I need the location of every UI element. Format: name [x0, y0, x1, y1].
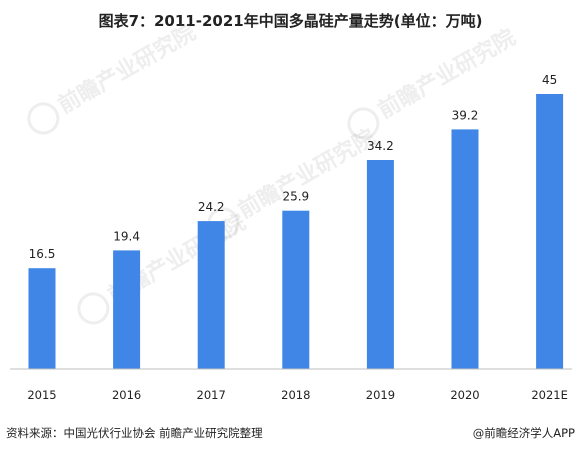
data-label-2021E: 45: [542, 73, 557, 87]
data-label-2015: 16.5: [29, 247, 56, 261]
bar-2018: [282, 210, 310, 369]
chart-title: 图表7：2011-2021年中国多晶硅产量走势(单位：万吨): [98, 12, 483, 30]
brand-credit: @前瞻经济学人APP: [472, 426, 575, 440]
ticks-layer: 2015 2016 2017 2018 2019 2020 2021E: [27, 388, 568, 402]
x-tick-label-2017: 2017: [197, 388, 226, 402]
data-label-2016: 19.4: [113, 229, 140, 243]
x-tick-label-2021E: 2021E: [531, 388, 568, 402]
data-label-2017: 24.2: [198, 200, 225, 214]
x-tick-label-2020: 2020: [450, 388, 479, 402]
bar-2021E: [536, 94, 564, 369]
data-label-2018: 25.9: [282, 190, 309, 204]
x-tick-label-2018: 2018: [281, 388, 310, 402]
x-tick-label-2015: 2015: [27, 388, 56, 402]
bar-2016: [113, 250, 141, 369]
data-label-2019: 34.2: [367, 139, 394, 153]
labels-layer: 16.5 19.4 24.2 25.9 34.2 39.2 45: [29, 73, 558, 261]
bars-layer: [28, 94, 564, 369]
bar-2019: [366, 160, 394, 369]
bar-2017: [197, 221, 225, 369]
data-label-2020: 39.2: [452, 108, 479, 122]
bar-2015: [28, 268, 56, 369]
x-tick-label-2016: 2016: [112, 388, 141, 402]
source-note: 资料来源：中国光伏行业协会 前瞻产业研究院整理: [6, 426, 263, 440]
x-tick-label-2019: 2019: [366, 388, 395, 402]
bar-2020: [451, 129, 479, 369]
